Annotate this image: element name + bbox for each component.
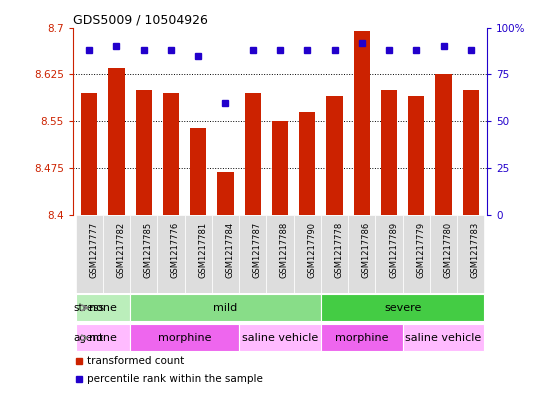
Text: GSM1217779: GSM1217779 xyxy=(416,222,425,278)
Text: GSM1217787: GSM1217787 xyxy=(253,222,262,278)
Text: GSM1217790: GSM1217790 xyxy=(307,222,316,277)
Bar xyxy=(239,324,321,351)
Text: morphine: morphine xyxy=(158,333,211,343)
Bar xyxy=(130,324,239,351)
Text: stress: stress xyxy=(73,303,105,313)
Bar xyxy=(375,215,403,293)
Text: GDS5009 / 10504926: GDS5009 / 10504926 xyxy=(73,13,208,26)
Text: none: none xyxy=(89,333,116,343)
Bar xyxy=(76,215,103,293)
Bar xyxy=(321,215,348,293)
Text: GSM1217781: GSM1217781 xyxy=(198,222,207,278)
Bar xyxy=(245,93,261,215)
Bar xyxy=(190,128,207,215)
Text: saline vehicle: saline vehicle xyxy=(405,333,482,343)
Bar xyxy=(326,96,343,215)
Bar xyxy=(457,215,484,293)
Bar xyxy=(103,215,130,293)
Bar xyxy=(403,215,430,293)
Bar xyxy=(217,172,234,215)
Bar xyxy=(76,294,130,321)
Bar xyxy=(130,215,157,293)
Bar xyxy=(299,112,315,215)
Bar xyxy=(185,215,212,293)
Bar xyxy=(408,96,424,215)
Bar xyxy=(293,215,321,293)
Text: GSM1217783: GSM1217783 xyxy=(471,222,480,278)
Bar xyxy=(430,215,457,293)
Bar xyxy=(381,90,397,215)
Bar xyxy=(272,121,288,215)
Text: saline vehicle: saline vehicle xyxy=(242,333,318,343)
Text: GSM1217780: GSM1217780 xyxy=(444,222,452,278)
Bar xyxy=(136,90,152,215)
Text: percentile rank within the sample: percentile rank within the sample xyxy=(87,374,263,384)
Text: GSM1217776: GSM1217776 xyxy=(171,222,180,278)
Bar xyxy=(163,93,179,215)
Bar xyxy=(239,215,267,293)
Bar xyxy=(353,31,370,215)
Bar xyxy=(81,93,97,215)
Bar xyxy=(321,324,403,351)
Bar xyxy=(267,215,293,293)
Text: mild: mild xyxy=(213,303,237,313)
Text: GSM1217789: GSM1217789 xyxy=(389,222,398,278)
Bar xyxy=(212,215,239,293)
Text: morphine: morphine xyxy=(335,333,389,343)
Text: severe: severe xyxy=(384,303,421,313)
Bar xyxy=(463,90,479,215)
Text: GSM1217786: GSM1217786 xyxy=(362,222,371,278)
Text: GSM1217784: GSM1217784 xyxy=(226,222,235,278)
Bar xyxy=(403,324,484,351)
Text: GSM1217785: GSM1217785 xyxy=(144,222,153,278)
Bar xyxy=(348,215,375,293)
Bar xyxy=(76,324,130,351)
Text: agent: agent xyxy=(73,333,104,343)
Bar xyxy=(157,215,185,293)
Text: GSM1217777: GSM1217777 xyxy=(89,222,98,278)
Text: none: none xyxy=(89,303,116,313)
Text: transformed count: transformed count xyxy=(87,356,185,366)
Text: GSM1217778: GSM1217778 xyxy=(334,222,343,278)
Text: GSM1217788: GSM1217788 xyxy=(280,222,289,278)
Bar xyxy=(321,294,484,321)
Bar xyxy=(108,68,124,215)
Bar xyxy=(435,75,452,215)
Text: GSM1217782: GSM1217782 xyxy=(116,222,125,278)
Bar xyxy=(130,294,321,321)
